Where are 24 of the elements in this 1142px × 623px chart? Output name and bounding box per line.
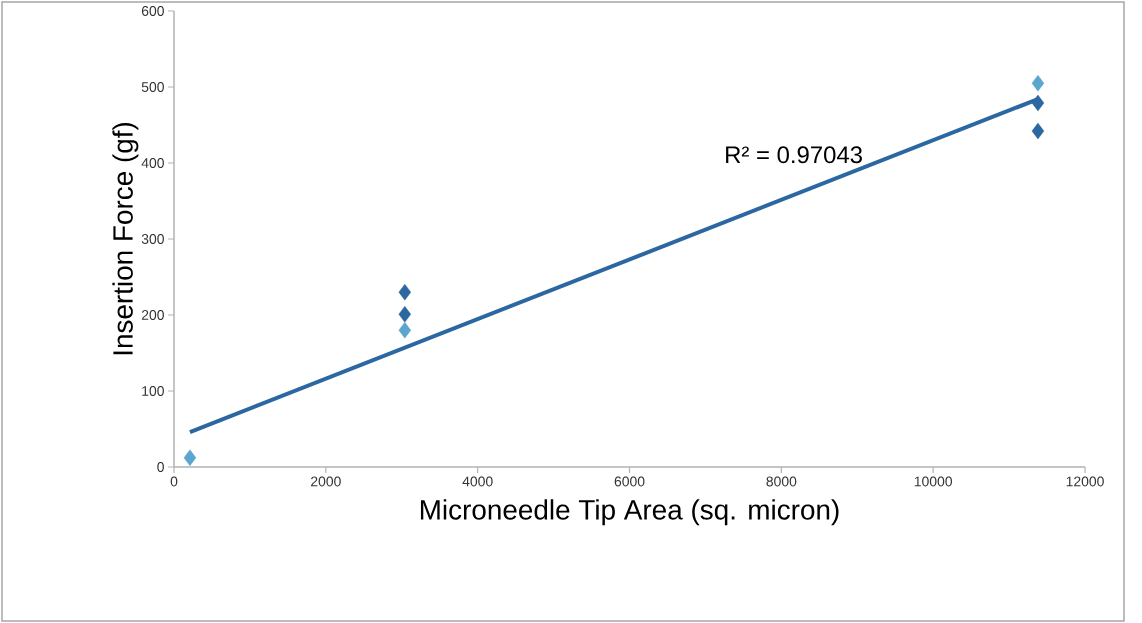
point	[1031, 74, 1045, 92]
x-tick-label: 2000	[311, 476, 341, 487]
y-tick-label: 100	[142, 386, 164, 396]
point	[398, 283, 411, 301]
x-tick-label: 0	[170, 476, 178, 487]
y-tick-label: 500	[141, 82, 164, 92]
x-axis-title: Microneedle Tip Area (sq. micron)	[420, 499, 839, 526]
x-tick-label: 10000	[914, 476, 953, 487]
x-tick-label: 12000	[1066, 476, 1104, 487]
point	[1031, 94, 1045, 112]
annotation: R² = 0.97043	[726, 146, 862, 164]
y-tick-label: 400	[141, 158, 164, 168]
x-tick-label: 4000	[462, 476, 493, 487]
x-tick-label: 6000	[614, 476, 645, 487]
point	[183, 449, 197, 467]
y-tick-label: 300	[141, 234, 164, 244]
y-tick-label: 600	[141, 6, 164, 16]
x-tick-label: 8000	[766, 476, 797, 487]
point	[1031, 122, 1045, 140]
point	[398, 321, 411, 339]
y-tick-label: 0	[157, 462, 164, 472]
y-tick-label: 200	[141, 310, 164, 320]
point	[398, 306, 411, 323]
y-axis-title: Insertion Force (gf)	[112, 122, 139, 355]
